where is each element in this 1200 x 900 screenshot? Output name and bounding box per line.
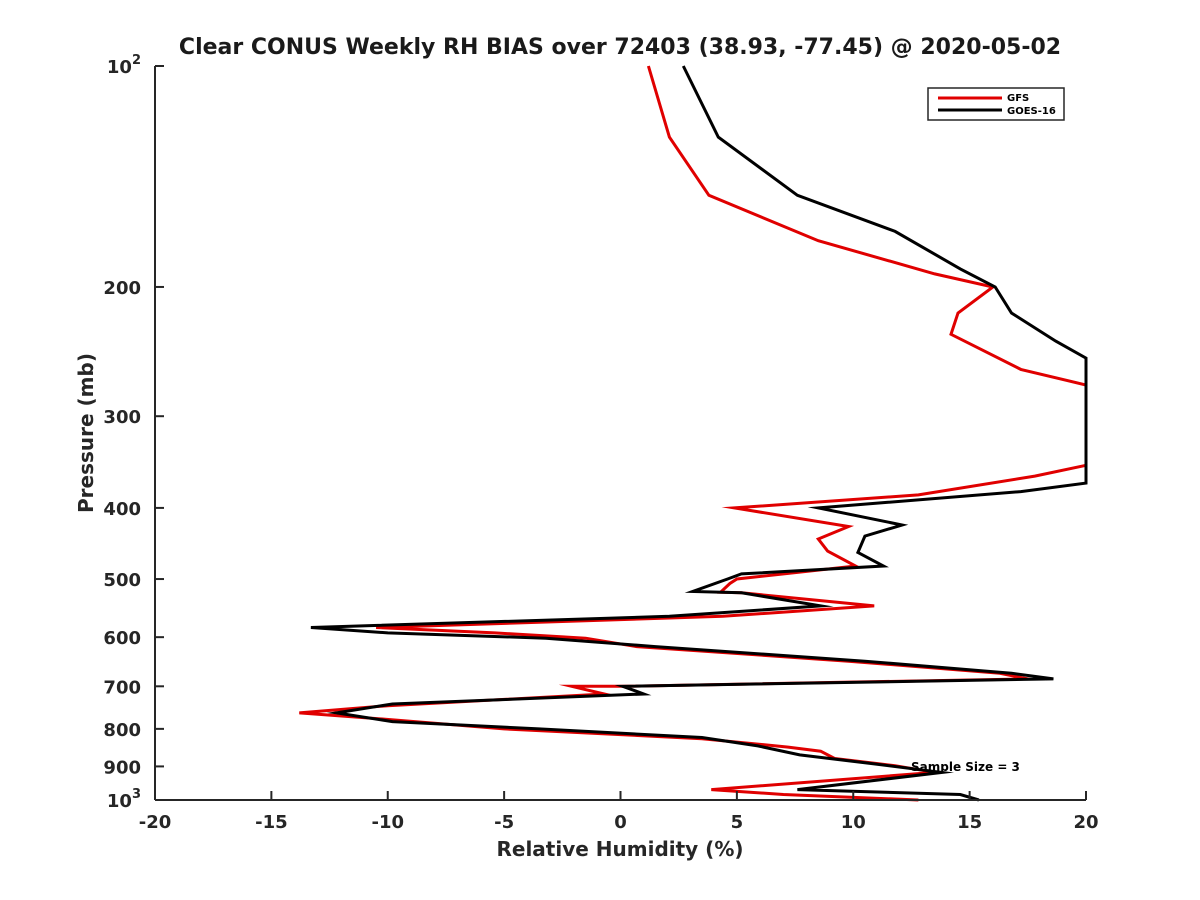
x-tick-label: 20 bbox=[1073, 812, 1098, 833]
x-tick-label: -20 bbox=[139, 812, 172, 833]
y-tick-label: 900 bbox=[103, 757, 141, 778]
sample-size-annotation: Sample Size = 3 bbox=[911, 760, 1020, 774]
y-tick-label: 500 bbox=[103, 570, 141, 591]
x-tick-label: 0 bbox=[614, 812, 627, 833]
x-tick-label: -15 bbox=[255, 812, 288, 833]
y-tick-label: 700 bbox=[103, 677, 141, 698]
x-tick-label: -10 bbox=[371, 812, 404, 833]
y-tick-label: 103 bbox=[107, 787, 141, 812]
y-tick-label: 800 bbox=[103, 720, 141, 741]
y-ticks: 102 200 300 400 500 600 700 800 900 103 bbox=[103, 53, 164, 812]
legend: GFS GOES-16 bbox=[927, 87, 1065, 121]
chart-title: Clear CONUS Weekly RH BIAS over 72403 (3… bbox=[179, 35, 1061, 60]
series-line-goes16 bbox=[310, 65, 1088, 802]
y-tick-label: 400 bbox=[103, 499, 141, 520]
x-tick-label: 5 bbox=[731, 812, 744, 833]
x-tick-label: -5 bbox=[494, 812, 514, 833]
legend-label-gfs: GFS bbox=[1007, 93, 1029, 104]
legend-label-goes16: GOES-16 bbox=[1007, 106, 1056, 117]
legend-box bbox=[927, 87, 1065, 121]
series-layer bbox=[299, 65, 1088, 802]
y-tick-label: 600 bbox=[103, 628, 141, 649]
x-axis-label: Relative Humidity (%) bbox=[496, 837, 743, 861]
x-tick-label: 10 bbox=[841, 812, 866, 833]
x-ticks: -20 -15 -10 -5 0 5 10 15 20 bbox=[139, 791, 1099, 833]
y-tick-label: 102 bbox=[107, 53, 141, 78]
y-axis-label: Pressure (mb) bbox=[74, 353, 98, 513]
x-tick-label: 15 bbox=[957, 812, 982, 833]
y-tick-label: 200 bbox=[103, 278, 141, 299]
y-tick-label: 300 bbox=[103, 407, 141, 428]
